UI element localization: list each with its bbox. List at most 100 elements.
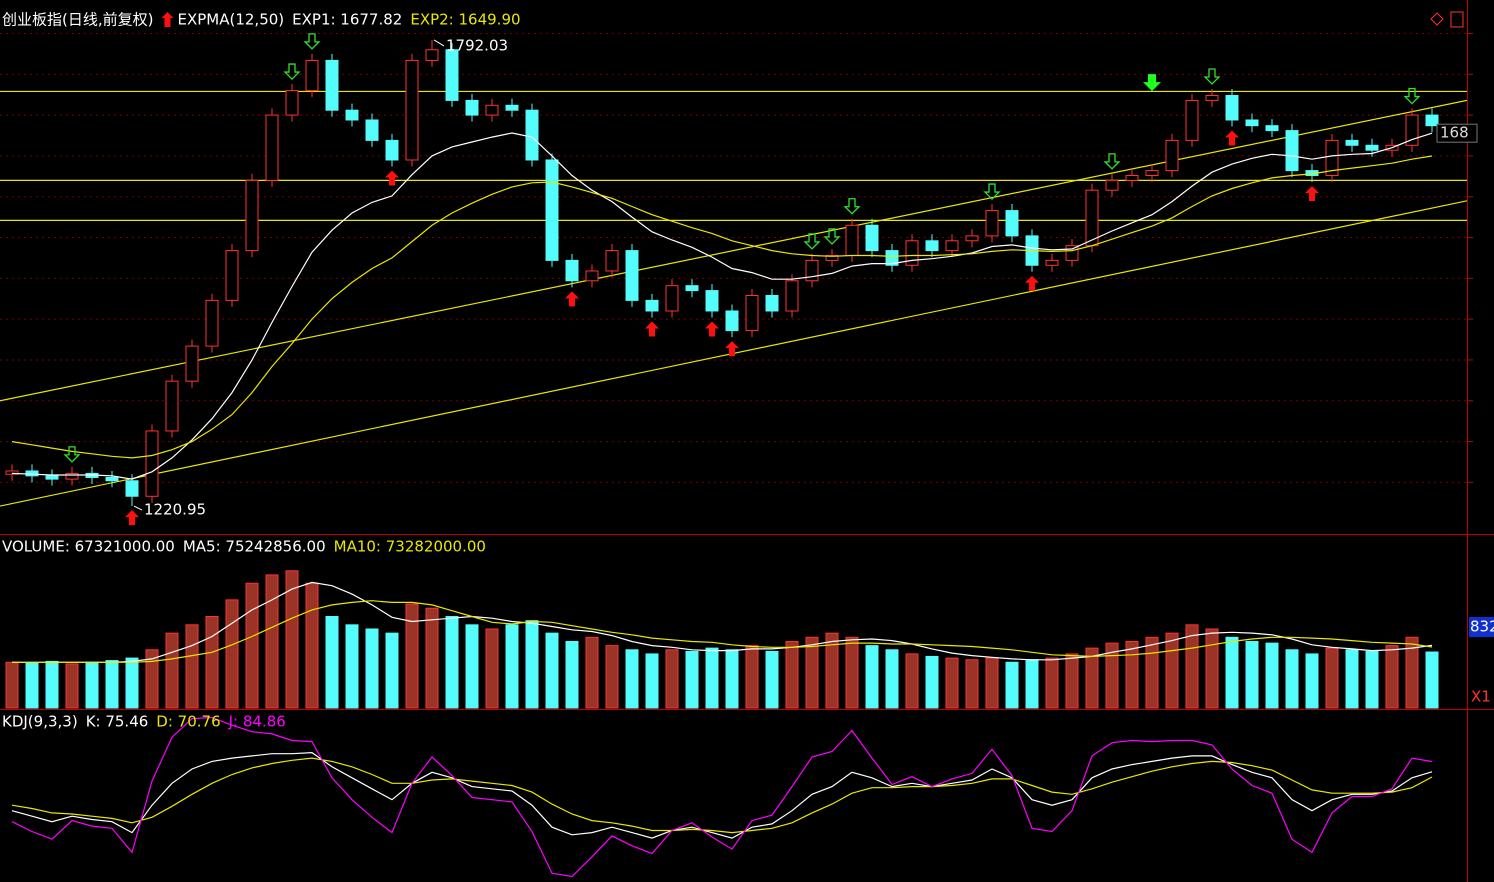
volume-bar [445, 616, 459, 709]
header-text: MA10: 73282000.00 [334, 538, 486, 556]
volume-bar [1385, 645, 1399, 709]
buy-signal [705, 321, 719, 337]
volume-bar [585, 636, 599, 709]
candle-body [765, 294, 779, 312]
candle-body [965, 235, 979, 242]
candle-body [845, 224, 859, 256]
candle-body [605, 250, 619, 272]
volume-bar [1125, 640, 1139, 709]
candle-body [1265, 125, 1279, 132]
candle-body [1325, 139, 1339, 176]
candle-body [1125, 174, 1139, 181]
volume-bar [185, 624, 199, 709]
candle-body [445, 49, 459, 101]
candle-body [525, 109, 539, 161]
volume-bar [1205, 628, 1219, 709]
header-text: EXP1: 1677.82 [292, 11, 402, 29]
volume-ma-line [12, 581, 1433, 663]
volume-bar [645, 653, 659, 709]
candle-body [725, 310, 739, 332]
volume-bar [1305, 653, 1319, 709]
candle-body [185, 345, 199, 382]
volume-bar [1085, 647, 1099, 709]
kdj-line [11, 751, 1433, 839]
candle-body [705, 290, 719, 312]
price-tag-box [1436, 123, 1478, 143]
candle-body [345, 109, 359, 121]
volume-bar [285, 570, 299, 709]
expma-line [11, 132, 1433, 480]
volume-bar [485, 628, 499, 709]
buy-signal [1025, 275, 1039, 291]
volume-bar [1185, 624, 1199, 709]
candle-body [245, 179, 259, 252]
volume-tag: 832 [1470, 618, 1494, 636]
candle-body [985, 210, 999, 237]
candle-body [905, 240, 919, 266]
volume-bar [25, 662, 39, 709]
trend-line [0, 99, 1467, 402]
sell-signal [1103, 153, 1121, 170]
volume-bar [1025, 659, 1039, 709]
buy-signal [1225, 130, 1239, 146]
volume-bar [405, 603, 419, 709]
volume-bar [725, 649, 739, 709]
toolbar-icon[interactable] [1450, 11, 1464, 28]
candle-body [405, 59, 419, 161]
sell-signal [283, 63, 301, 80]
candle-body [1405, 114, 1419, 146]
volume-bar [985, 657, 999, 709]
candle-body [1285, 130, 1299, 172]
candle-body [1365, 144, 1379, 151]
candle-body [1245, 119, 1259, 127]
candle-body [305, 59, 319, 92]
candle-body [685, 285, 699, 292]
candle-body [145, 430, 159, 497]
buy-signal [1305, 186, 1319, 202]
toolbar-icon[interactable] [1430, 12, 1444, 26]
volume-bar [225, 599, 239, 709]
volume-bar [1265, 642, 1279, 709]
volume-bar [345, 624, 359, 709]
candle-body [665, 285, 679, 312]
volume-bar [665, 649, 679, 709]
buy-signal [725, 341, 739, 357]
volume-bar [1345, 649, 1359, 709]
price-tag: 168 [1440, 124, 1469, 142]
volume-bar [1065, 653, 1079, 709]
volume-bar [105, 660, 119, 709]
high-pointer [433, 39, 445, 47]
volume-bar [525, 620, 539, 709]
candle-body [265, 114, 279, 181]
volume-bar [1285, 649, 1299, 709]
volume-bar [45, 660, 59, 709]
volume-bar [425, 607, 439, 709]
candle-body [1205, 94, 1219, 101]
buy-signal [645, 321, 659, 337]
volume-bar [1365, 650, 1379, 709]
candle-body [1105, 179, 1119, 191]
candle-body [1045, 259, 1059, 266]
candle-body [5, 470, 19, 475]
candle-body [625, 250, 639, 301]
volume-bar [365, 628, 379, 709]
kdj-line [11, 716, 1433, 878]
candle-body [505, 104, 519, 111]
volume-bar [765, 650, 779, 709]
candle-body [545, 159, 559, 261]
candle-body [465, 99, 479, 116]
header-text: VOLUME: 67321000.00 [2, 538, 175, 556]
candle-body [1145, 170, 1159, 176]
volume-unit: X1 [1471, 688, 1491, 706]
volume-bar [65, 663, 79, 709]
volume-bar [745, 645, 759, 709]
candle-body [585, 270, 599, 282]
header-text: EXP2: 1649.90 [410, 11, 520, 29]
volume-bar [825, 632, 839, 709]
volume-bar [925, 655, 939, 709]
volume-bar [1325, 647, 1339, 709]
header-text: D: 70.76 [156, 713, 220, 731]
candle-body [745, 294, 759, 332]
